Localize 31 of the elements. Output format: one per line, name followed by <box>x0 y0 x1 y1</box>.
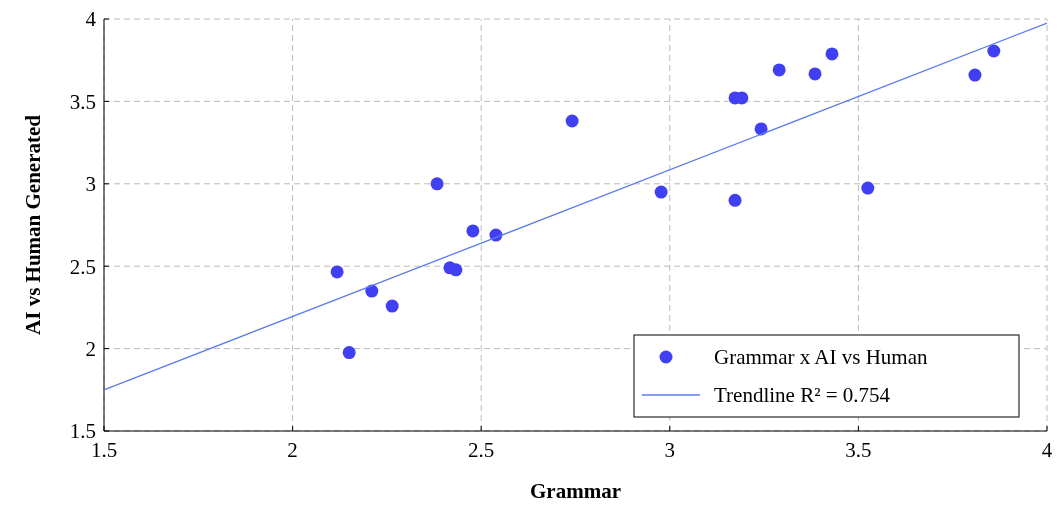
point <box>430 177 444 191</box>
point <box>565 114 579 128</box>
point <box>861 181 875 195</box>
x-tick-label: 3 <box>664 438 676 462</box>
point <box>449 263 463 277</box>
x-tick-label: 4 <box>1041 438 1053 462</box>
point <box>808 67 822 81</box>
point <box>654 185 668 199</box>
x-tick-label: 3.5 <box>845 438 872 462</box>
point <box>365 284 379 298</box>
point <box>342 346 356 360</box>
y-tick-label: 3.5 <box>69 89 96 114</box>
y-tick-label: 2.5 <box>69 254 96 279</box>
point <box>825 47 839 61</box>
point <box>728 193 742 207</box>
point <box>987 44 1001 58</box>
point <box>968 68 982 82</box>
x-axis-title: Grammar <box>530 479 621 503</box>
legend-label: Trendline R² = 0.754 <box>714 383 891 408</box>
y-tick-label: 1.5 <box>69 419 96 444</box>
x-tick-label: 2 <box>287 438 298 462</box>
point <box>772 63 786 77</box>
legend-label: Grammar x AI vs Human <box>714 345 928 370</box>
y-axis-title: AI vs Human Generated <box>21 114 45 335</box>
point <box>385 299 399 313</box>
y-tick-label: 4 <box>85 7 97 32</box>
y-tick-label: 3 <box>85 172 96 197</box>
point <box>466 224 480 238</box>
x-tick-label: 2.5 <box>468 438 495 462</box>
point <box>330 265 344 279</box>
y-tick-label: 2 <box>85 336 96 361</box>
